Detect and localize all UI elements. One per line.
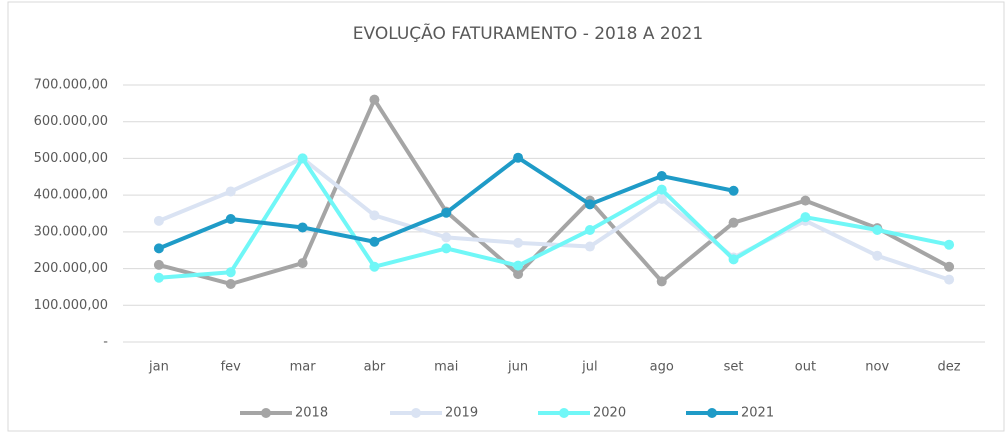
point: [225, 267, 236, 278]
legend-label: 2018: [295, 406, 328, 421]
point: [584, 199, 595, 210]
y-tick-label: 200.000,00: [34, 261, 108, 276]
point: [513, 269, 524, 280]
legend-marker: [411, 408, 421, 418]
point: [656, 184, 667, 195]
point: [225, 278, 236, 289]
series-line: [158, 97, 951, 286]
point: [441, 207, 452, 218]
x-tick-label: dez: [938, 360, 961, 375]
legend-label: 2021: [741, 406, 774, 421]
point: [872, 250, 883, 261]
point: [728, 217, 739, 228]
point: [656, 193, 667, 204]
point: [584, 241, 595, 252]
x-tick-label: mai: [434, 360, 458, 375]
point: [369, 236, 380, 247]
point: [728, 185, 739, 196]
point: [656, 276, 667, 287]
x-tick-label: jan: [148, 360, 169, 375]
point: [800, 195, 811, 206]
point: [513, 237, 524, 248]
point: [872, 225, 883, 236]
point: [656, 171, 667, 182]
point: [369, 210, 380, 221]
point: [153, 272, 164, 283]
legend-label: 2019: [445, 406, 478, 421]
chart-title: EVOLUÇÃO FATURAMENTO - 2018 A 2021: [353, 22, 703, 44]
point: [225, 186, 236, 197]
x-tick-label: nov: [865, 360, 889, 375]
point: [153, 259, 164, 270]
y-tick-label: 600.000,00: [34, 114, 108, 129]
y-tick-label: 400.000,00: [34, 188, 108, 203]
point: [584, 225, 595, 236]
x-tick-label: abr: [364, 360, 386, 375]
x-tick-label: jul: [581, 360, 597, 375]
x-tick-label: fev: [221, 360, 242, 375]
x-tick-label: mar: [290, 360, 317, 375]
point: [800, 212, 811, 223]
x-tick-label: out: [795, 360, 816, 375]
y-tick-label: 700.000,00: [34, 78, 108, 93]
point: [153, 215, 164, 226]
point: [225, 214, 236, 225]
x-tick-label: jun: [507, 360, 528, 375]
point: [153, 243, 164, 254]
y-tick-label: 500.000,00: [34, 151, 108, 166]
point: [944, 239, 955, 250]
point: [513, 152, 524, 163]
point: [944, 274, 955, 285]
legend-label: 2020: [593, 406, 626, 421]
x-tick-label: set: [724, 360, 744, 375]
y-tick-label: 100.000,00: [34, 298, 108, 313]
legend-marker: [261, 408, 271, 418]
point: [369, 261, 380, 272]
legend-marker: [707, 408, 717, 418]
point: [728, 254, 739, 265]
series-line: [158, 156, 950, 280]
y-tick-label: 300.000,00: [34, 224, 108, 239]
y-tick-label: -: [103, 335, 108, 350]
point: [441, 243, 452, 254]
point: [297, 153, 308, 164]
point: [944, 261, 955, 272]
series-line: [158, 156, 950, 282]
x-tick-label: ago: [650, 360, 674, 375]
legend-marker: [559, 408, 569, 418]
point: [297, 222, 308, 233]
point: [369, 94, 380, 105]
point: [513, 260, 524, 271]
point: [441, 232, 452, 243]
point: [297, 258, 308, 269]
